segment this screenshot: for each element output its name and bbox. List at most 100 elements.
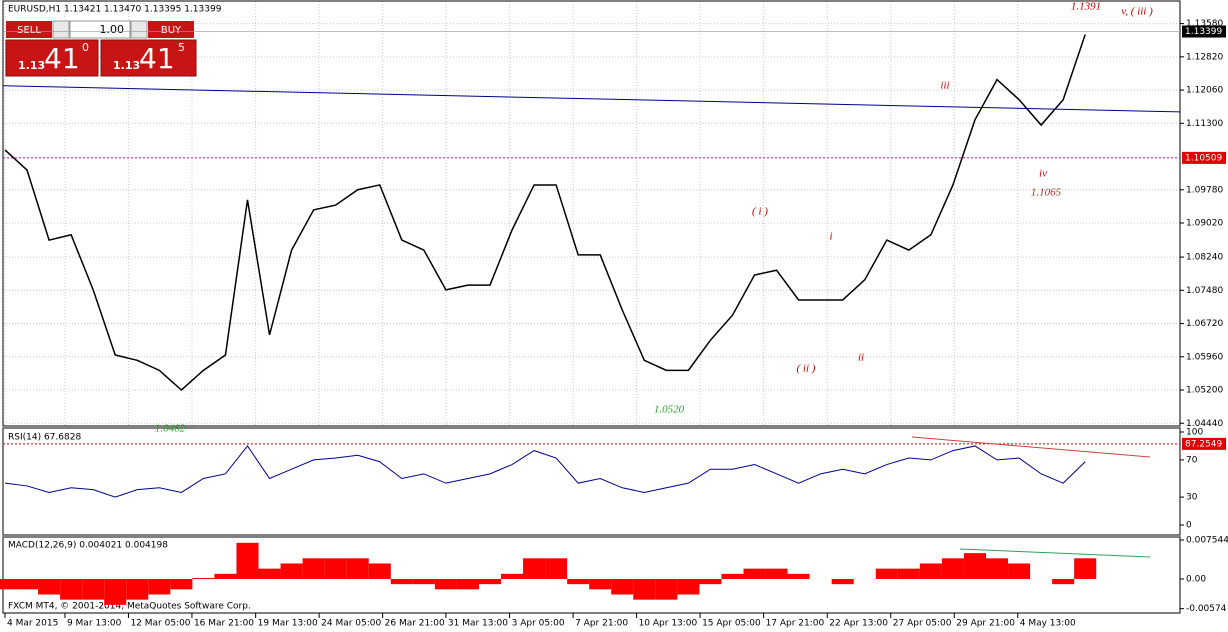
macd-bar xyxy=(1008,563,1031,579)
annotation: ii xyxy=(858,352,864,364)
annotation: iv xyxy=(1039,168,1047,180)
y-tick-label: 1.12820 xyxy=(1186,52,1223,62)
macd-bar xyxy=(346,558,369,579)
rsi-line xyxy=(4,445,1086,498)
y-tick-label: 1.07480 xyxy=(1186,286,1223,296)
y-tick-label: 100 xyxy=(1186,428,1203,438)
annotation: iii xyxy=(940,80,949,92)
annotation: ( i ) xyxy=(752,206,768,218)
macd-bar xyxy=(1074,558,1097,579)
sell-label[interactable]: SELL xyxy=(17,25,41,36)
current-price-label: 1.13399 xyxy=(1185,27,1222,37)
lot-down[interactable] xyxy=(52,20,70,39)
macd-bar xyxy=(589,578,612,590)
buy-pips[interactable]: 41 xyxy=(139,42,175,75)
macd-bar xyxy=(192,577,215,579)
lot-up[interactable] xyxy=(130,20,148,39)
macd-bar xyxy=(897,568,920,579)
macd-bar xyxy=(434,578,457,590)
annotation: 1.1065 xyxy=(1031,187,1062,199)
macd-bar xyxy=(302,558,325,579)
macd-bar xyxy=(412,578,435,585)
macd-bar xyxy=(60,578,83,600)
macd-bar xyxy=(501,573,524,579)
x-tick-label: 16 Mar 21:00 xyxy=(194,619,254,629)
x-tick-label: 24 Mar 05:00 xyxy=(321,619,381,629)
rsi-frame xyxy=(2,427,1181,536)
macd-bar xyxy=(148,578,171,595)
macd-bar xyxy=(82,578,105,600)
rsi-level-label: 87.2549 xyxy=(1185,439,1222,449)
price-line xyxy=(4,34,1086,392)
buy-label[interactable]: BUY xyxy=(161,25,182,36)
buy-button[interactable] xyxy=(148,21,194,38)
x-tick-label: 10 Apr 13:00 xyxy=(639,619,698,629)
main-frame xyxy=(2,0,1181,427)
y-tick-label: 1.08240 xyxy=(1186,253,1223,263)
macd-bar xyxy=(390,578,413,585)
macd-bar xyxy=(611,578,634,595)
x-tick-label: 9 Mar 13:00 xyxy=(67,619,122,629)
macd-bar xyxy=(170,578,193,590)
sell-frac[interactable]: 0 xyxy=(82,41,89,54)
level-label: 1.10509 xyxy=(1185,153,1222,163)
macd-bar xyxy=(456,578,479,590)
lot-value[interactable]: 1.00 xyxy=(100,23,125,36)
buy-frac[interactable]: 5 xyxy=(178,41,185,54)
sell-big[interactable]: 1.13 xyxy=(18,59,45,72)
x-tick-label: 12 Mar 05:00 xyxy=(130,619,190,629)
macd-bar xyxy=(743,568,766,579)
y-tick-label: 0.00 xyxy=(1186,574,1206,584)
buy-price[interactable] xyxy=(100,39,197,77)
x-tick-label: 17 Apr 21:00 xyxy=(766,619,825,629)
x-tick-label: 26 Mar 21:00 xyxy=(385,619,445,629)
x-tick-label: 19 Mar 13:00 xyxy=(258,619,318,629)
y-tick-label: 1.09020 xyxy=(1186,218,1223,228)
header: EURUSD,H1 1.13421 1.13470 1.13395 1.1339… xyxy=(8,5,222,15)
annotation: i xyxy=(829,231,832,243)
rsi-title: RSI(14) 67.6828 xyxy=(8,433,81,443)
x-tick-label: 29 Apr 21:00 xyxy=(956,619,1015,629)
macd-bar xyxy=(721,573,744,579)
macd-bar xyxy=(655,578,678,600)
annotation: 1.1391 xyxy=(1071,1,1101,13)
sell-button[interactable] xyxy=(6,21,52,38)
macd-trend xyxy=(959,548,1151,558)
y-tick-label: 30 xyxy=(1186,493,1198,503)
macd-title: MACD(12,26,9) 0.004021 0.004198 xyxy=(8,541,168,551)
macd-bar xyxy=(963,553,987,579)
macd-bar xyxy=(919,563,942,579)
current-price-box xyxy=(1182,25,1226,38)
lot-input[interactable] xyxy=(69,20,131,39)
macd-bar xyxy=(545,558,568,579)
macd-bar xyxy=(567,578,590,585)
sell-pips[interactable]: 41 xyxy=(44,42,80,75)
x-tick-label: 7 Apr 21:00 xyxy=(575,619,628,629)
x-tick-label: 4 May 13:00 xyxy=(1020,619,1076,629)
y-tick-label: 1.06720 xyxy=(1186,319,1223,329)
macd-bar xyxy=(831,578,854,585)
macd-bar xyxy=(699,578,722,585)
x-tick-label: 4 Mar 2015 xyxy=(7,619,58,629)
y-tick-label: 70 xyxy=(1186,455,1198,465)
y-tick-label: 1.05200 xyxy=(1186,386,1223,396)
sell-price[interactable] xyxy=(5,39,99,77)
level-box xyxy=(1182,151,1226,164)
rsi-level-box xyxy=(1182,437,1226,450)
macd-bar xyxy=(280,563,303,579)
x-tick-label: 3 Apr 05:00 xyxy=(512,619,565,629)
buy-big[interactable]: 1.13 xyxy=(113,59,140,72)
macd-bar xyxy=(0,578,17,590)
macd-bar xyxy=(236,542,259,579)
macd-bar xyxy=(677,578,700,595)
y-tick-label: 0.007544 xyxy=(1186,535,1228,545)
x-tick-label: 22 Apr 13:00 xyxy=(829,619,888,629)
macd-bar xyxy=(1052,578,1075,585)
macd-frame xyxy=(2,536,1181,614)
x-tick-label: 27 Apr 05:00 xyxy=(893,619,952,629)
y-tick-label: 1.13580 xyxy=(1186,19,1223,29)
footer: FXCM MT4, © 2001-2014, MetaQuotes Softwa… xyxy=(8,602,251,612)
macd-bar xyxy=(941,558,964,579)
frames xyxy=(2,0,1181,614)
